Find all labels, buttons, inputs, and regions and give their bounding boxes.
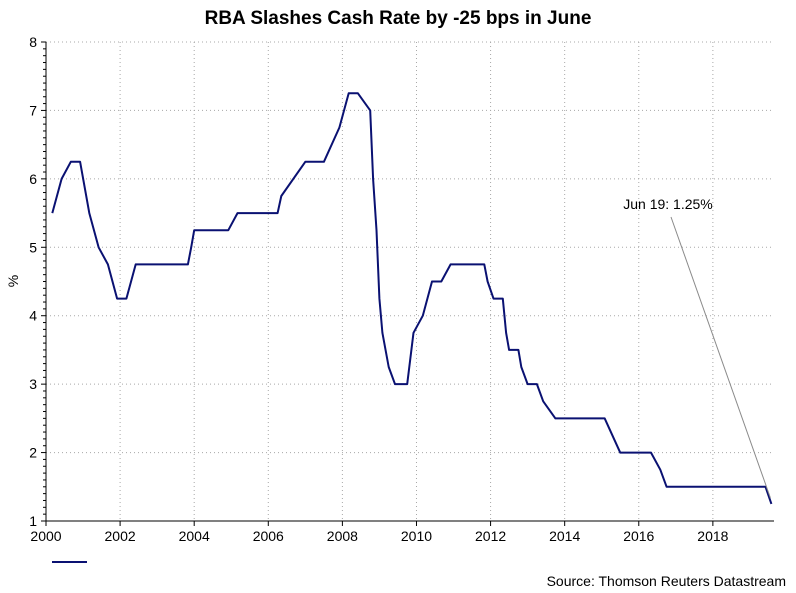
y-tick-label: 2 (29, 445, 37, 461)
x-tick-label: 2002 (105, 528, 136, 544)
y-axis-ticks: 1 2 3 4 5 6 7 8 (29, 34, 46, 529)
y-tick-label: 1 (29, 513, 37, 529)
x-tick-label: 2010 (401, 528, 432, 544)
y-tick-label: 5 (29, 239, 37, 255)
y-tick-label: 4 (29, 308, 37, 324)
x-tick-label: 2008 (327, 528, 358, 544)
y-tick-label: 3 (29, 376, 37, 392)
series-group (51, 92, 773, 505)
x-tick-label: 2006 (253, 528, 284, 544)
chart-title: RBA Slashes Cash Rate by -25 bps in June (205, 8, 592, 29)
annotation-leader-line (670, 216, 771, 499)
y-tick-label: 8 (29, 34, 37, 50)
annotation-label: Jun 19: 1.25% (623, 196, 713, 212)
y-tick-label: 7 (29, 102, 37, 118)
x-tick-label: 2012 (475, 528, 506, 544)
x-tick-label: 2000 (30, 528, 61, 544)
series-line (51, 92, 773, 505)
x-axis-ticks: 2000 2002 2004 2006 2008 2010 2012 2014 2016 2018 (30, 521, 729, 544)
annotations: Jun 19: 1.25% (623, 196, 771, 499)
x-tick-label: 2018 (697, 528, 728, 544)
x-tick-label: 2014 (549, 528, 580, 544)
y-axis-label: % (5, 275, 21, 287)
x-tick-label: 2004 (179, 528, 210, 544)
grid (46, 41, 774, 521)
y-tick-label: 6 (29, 171, 37, 187)
source-note: Source: Thomson Reuters Datastream (547, 573, 786, 589)
x-tick-label: 2016 (623, 528, 654, 544)
